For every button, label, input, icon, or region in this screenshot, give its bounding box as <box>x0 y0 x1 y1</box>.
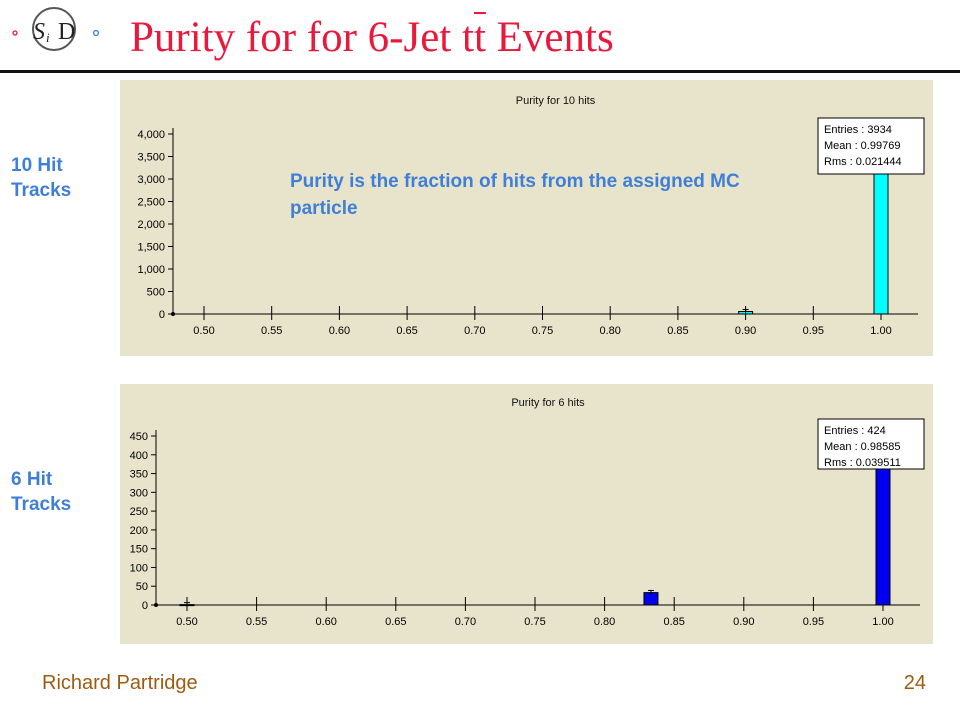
x-tick-label: 0.60 <box>329 325 350 337</box>
stats-text: Entries : 3934 <box>824 124 892 136</box>
purity-annotation: Purity is the fraction of hits from the … <box>290 171 740 219</box>
x-tick-label: 1.00 <box>872 616 893 628</box>
stats-text: Mean : 0.98585 <box>824 441 900 453</box>
x-tick-label: 0.95 <box>803 616 824 628</box>
y-tick-label: 3,500 <box>137 152 165 164</box>
x-tick-label: 0.60 <box>315 616 336 628</box>
y-tick-label: 500 <box>147 287 165 299</box>
sid-logo: S i D <box>12 7 100 51</box>
chart-title: Purity for 10 hits <box>516 95 596 107</box>
x-tick-label: 0.90 <box>735 325 756 337</box>
y-tick-label: 0 <box>159 309 165 321</box>
stats-box <box>817 117 925 175</box>
chart-title: Purity for 6 hits <box>511 397 585 409</box>
y-tick-label: 50 <box>136 581 148 593</box>
y-tick-label: 350 <box>130 469 148 481</box>
y-tick-label: 100 <box>130 562 148 574</box>
svg-text:i: i <box>46 30 50 45</box>
x-tick-label: 1.00 <box>870 325 891 337</box>
svg-text:D: D <box>58 19 75 45</box>
y-tick-label: 1,000 <box>137 264 165 276</box>
x-tick-label: 0.55 <box>246 616 267 628</box>
y-tick-label: 300 <box>130 487 148 499</box>
x-tick-label: 0.65 <box>385 616 406 628</box>
side-label-10-hit: 10 Hit Tracks <box>11 155 72 201</box>
x-tick-label: 0.65 <box>396 325 417 337</box>
chart-panel-6-hit: Purity for 6 hits 0 50 100 150 200 250 300 350 40… <box>120 384 933 644</box>
y-tick-label: 200 <box>130 525 148 537</box>
slide-title-tbar: t <box>473 14 486 61</box>
y-tick-label: 250 <box>130 506 148 518</box>
slide-title-suffix: Events <box>485 14 614 61</box>
y-tick-label: 150 <box>130 544 148 556</box>
chart-6-hit: Purity for 6 hits 0 50 100 150 200 250 300 350 40… <box>130 397 925 628</box>
stats-text: Mean : 0.99769 <box>824 140 900 152</box>
slide-title-prefix: Purity for for 6-Jet t <box>130 14 474 61</box>
x-tick-label: 0.85 <box>663 616 684 628</box>
x-tick-label: 0.50 <box>193 325 214 337</box>
x-tick-label: 0.90 <box>733 616 754 628</box>
stats-box <box>817 418 925 470</box>
x-tick-label: 0.85 <box>667 325 688 337</box>
y-tick-label: 400 <box>130 450 148 462</box>
y-tick-label: 450 <box>130 431 148 443</box>
footer-author: Richard Partridge <box>42 672 198 694</box>
x-tick-label: 0.80 <box>599 325 620 337</box>
stats-text: Entries : 424 <box>824 425 886 437</box>
page-number: 24 <box>903 672 926 694</box>
y-tick-label: 0 <box>142 600 148 612</box>
histogram-bar <box>875 458 891 606</box>
y-tick-label: 1,500 <box>137 242 165 254</box>
title-rule <box>0 70 960 73</box>
x-tick-label: 0.80 <box>594 616 615 628</box>
x-tick-label: 0.95 <box>803 325 824 337</box>
x-tick-label: 0.55 <box>261 325 282 337</box>
x-tick-label: 0.70 <box>455 616 476 628</box>
y-tick-label: 3,000 <box>137 174 165 186</box>
y-tick-label: 2,500 <box>137 197 165 209</box>
x-tick-label: 0.75 <box>532 325 553 337</box>
x-tick-label: 0.70 <box>464 325 485 337</box>
x-tick-label: 0.50 <box>176 616 197 628</box>
chart-10-hit: Purity for 10 hits 0 500 1,000 1,500 2,000 2,5… <box>137 95 925 337</box>
chart-panel-10-hit: Purity for 10 hits 0 500 1,000 1,500 2,000 2,5… <box>120 80 933 356</box>
svg-text:S: S <box>33 19 45 45</box>
y-tick-label: 2,000 <box>137 219 165 231</box>
stats-text: Rms : 0.021444 <box>824 156 902 168</box>
x-tick-label: 0.75 <box>524 616 545 628</box>
stats-text: Rms : 0.039511 <box>824 457 901 469</box>
slide-title: Purity for for 6-Jet tt Events <box>130 12 614 64</box>
side-label-6-hit: 6 Hit Tracks <box>11 469 72 515</box>
y-tick-label: 4,000 <box>137 129 165 141</box>
